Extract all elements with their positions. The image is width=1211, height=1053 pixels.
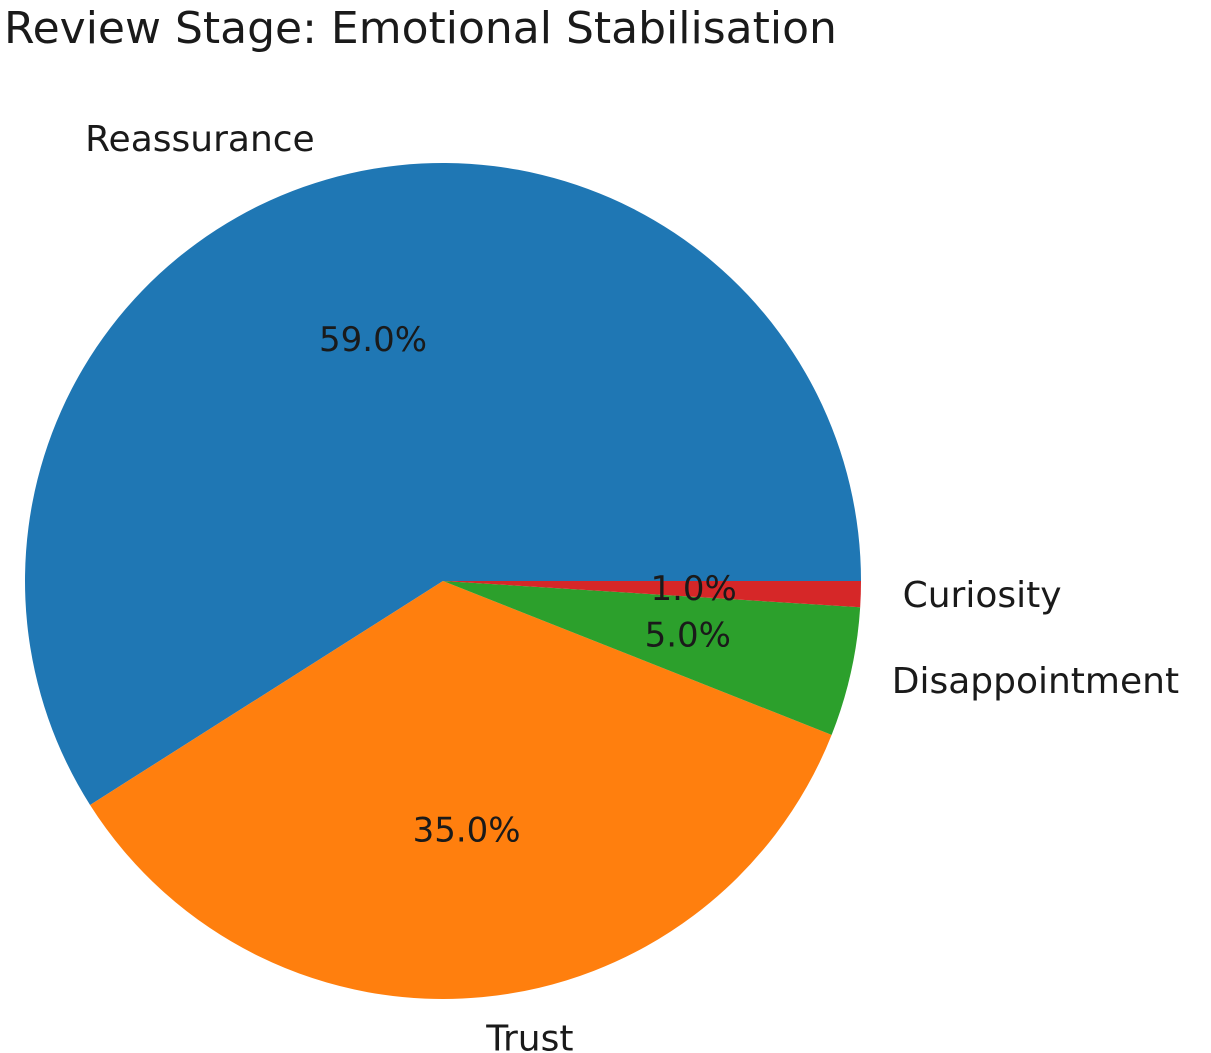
slice-pct-disappointment: 5.0% [645,616,731,656]
slice-label-disappointment: Disappointment [892,661,1179,702]
slice-pct-curiosity: 1.0% [650,569,736,609]
pie-slice-reassurance [24,162,861,805]
slice-label-reassurance: Reassurance [85,119,315,160]
pie-slice-trust [90,581,832,999]
pie-slice-curiosity [443,581,861,608]
pie-labels: Reassurance 59.0% Trust 35.0% Disappointment… [85,119,1179,1053]
slice-pct-trust: 35.0% [413,811,521,851]
chart-title: Review Stage: Emotional Stabilisation [4,3,837,54]
pie-slice-disappointment [443,581,861,735]
pie-slices [24,162,861,999]
slice-pct-reassurance: 59.0% [319,320,427,360]
slice-label-curiosity: Curiosity [903,575,1062,616]
slice-label-trust: Trust [485,1018,573,1053]
